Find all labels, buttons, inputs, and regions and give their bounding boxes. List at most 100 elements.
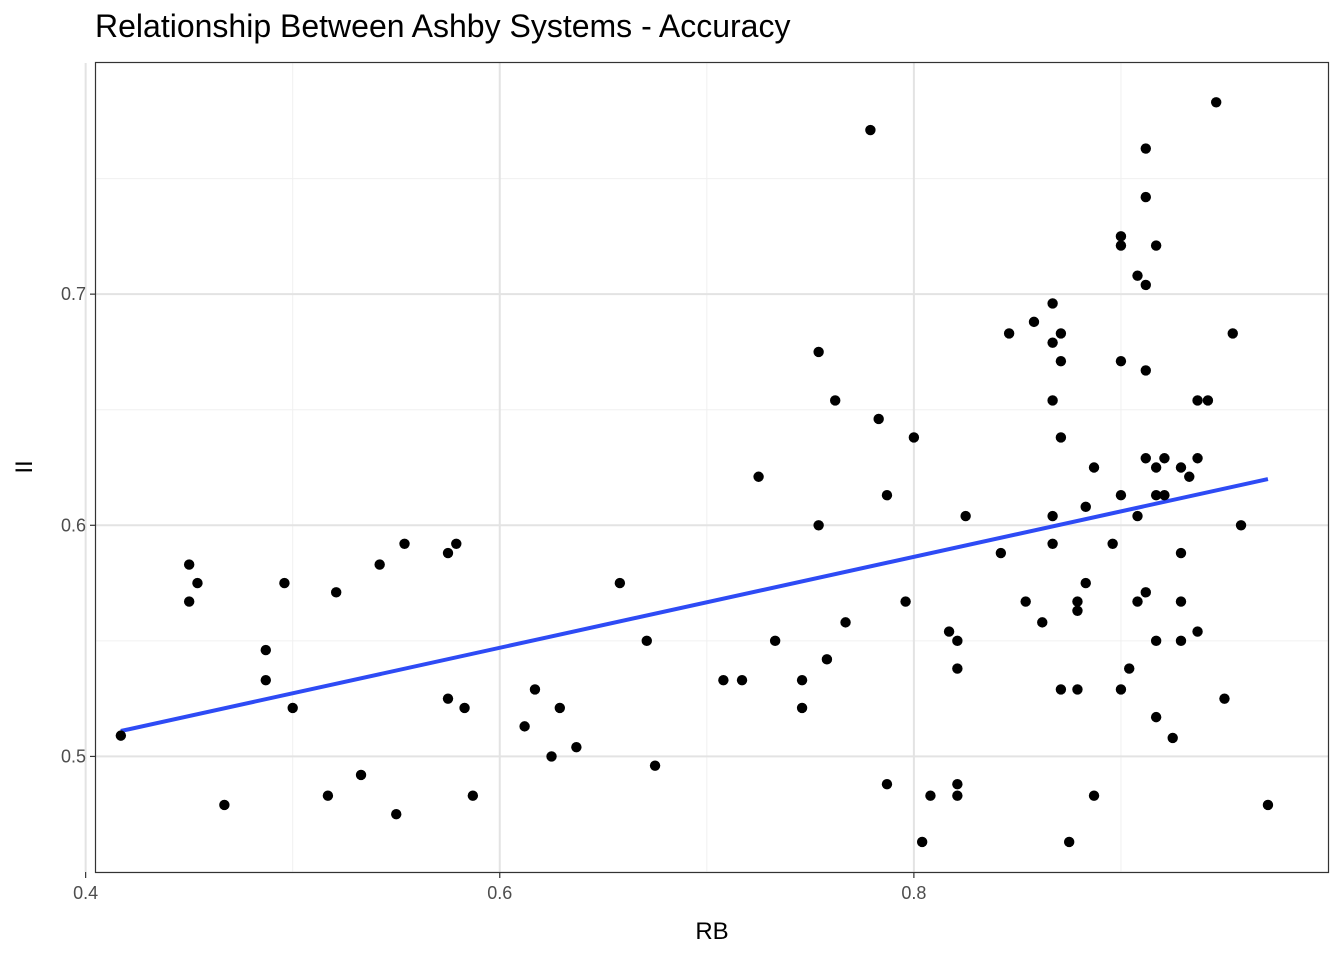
data-point: [355, 769, 367, 781]
data-point: [900, 596, 911, 607]
data-point: [1175, 635, 1187, 647]
data-point: [1150, 462, 1162, 473]
data-point: [769, 635, 781, 647]
data-point: [1175, 596, 1187, 607]
data-point: [821, 654, 833, 665]
data-points: [115, 97, 1274, 848]
data-point: [830, 395, 841, 406]
data-point: [442, 693, 454, 704]
data-point: [260, 674, 271, 686]
data-point: [960, 510, 971, 522]
data-point: [1132, 596, 1143, 607]
y-axis: 0.5 0.6 0.7: [61, 284, 96, 766]
y-tick-label: 0.7: [61, 284, 86, 304]
data-point: [649, 760, 661, 771]
data-point: [1150, 240, 1162, 251]
data-point: [399, 538, 410, 549]
data-point: [952, 663, 963, 674]
data-point: [641, 635, 652, 647]
data-point: [1192, 395, 1203, 406]
data-point: [1055, 355, 1067, 367]
data-point: [519, 721, 530, 732]
data-point: [1262, 799, 1274, 811]
data-point: [1210, 97, 1222, 108]
data-point: [1150, 635, 1162, 647]
data-point: [1020, 596, 1031, 607]
trend-line-group: [120, 477, 1269, 733]
data-point: [1132, 270, 1143, 281]
data-point: [1140, 143, 1151, 154]
y-tick-label: 0.5: [61, 746, 86, 766]
data-point: [1047, 298, 1058, 309]
data-point: [1115, 490, 1127, 501]
data-point: [459, 702, 470, 714]
data-point: [1159, 453, 1170, 464]
data-point: [1150, 490, 1162, 501]
data-point: [183, 559, 195, 570]
data-point: [115, 730, 127, 741]
data-point: [1184, 471, 1195, 482]
data-point: [718, 674, 729, 686]
y-tick-label: 0.6: [61, 515, 86, 535]
data-point: [952, 635, 963, 647]
data-point: [1167, 732, 1178, 744]
data-point: [279, 577, 290, 589]
data-point: [467, 790, 479, 801]
data-point: [1080, 501, 1091, 512]
data-point: [183, 596, 195, 607]
data-point: [881, 778, 893, 790]
x-tick-label: 0.6: [487, 883, 512, 903]
data-point: [736, 674, 748, 686]
data-point: [952, 778, 963, 790]
data-point: [1159, 490, 1170, 501]
chart-title: Relationship Between Ashby Systems - Acc…: [95, 8, 791, 44]
data-point: [1088, 462, 1100, 473]
data-point: [260, 644, 271, 656]
data-point: [442, 547, 454, 559]
data-point: [330, 587, 342, 598]
x-axis-title: RB: [695, 918, 728, 945]
data-point: [554, 702, 566, 714]
data-point: [1055, 684, 1067, 695]
x-tick-label: 0.4: [73, 883, 98, 903]
y-axis-title: II: [11, 460, 38, 473]
data-point: [1080, 577, 1091, 589]
minor-grid: [96, 63, 1328, 873]
data-point: [1003, 328, 1015, 339]
data-point: [796, 702, 808, 714]
data-point: [813, 520, 824, 531]
data-point: [322, 790, 334, 801]
trend-line: [120, 477, 1269, 733]
data-point: [1072, 605, 1083, 617]
data-point: [1175, 547, 1187, 559]
data-point: [1055, 432, 1067, 443]
data-point: [1140, 279, 1151, 291]
data-point: [614, 577, 626, 589]
data-point: [1115, 240, 1127, 251]
data-point: [925, 790, 936, 801]
data-point: [1047, 510, 1058, 522]
x-tick-label: 0.8: [901, 883, 926, 903]
data-point: [287, 702, 298, 714]
data-point: [881, 490, 893, 501]
data-point: [1088, 790, 1100, 801]
data-point: [546, 751, 557, 762]
data-point: [840, 617, 851, 628]
plot-panel-border: [94, 61, 1330, 874]
data-point: [1192, 453, 1203, 464]
data-point: [1227, 328, 1238, 339]
data-point: [908, 432, 920, 443]
major-grid: [84, 63, 1328, 872]
data-point: [219, 799, 230, 811]
data-point: [571, 741, 582, 753]
data-point: [1202, 395, 1214, 406]
data-point: [1115, 684, 1127, 695]
data-point: [1140, 365, 1151, 376]
data-point: [374, 559, 385, 570]
data-point: [1037, 617, 1048, 628]
data-point: [995, 547, 1007, 559]
data-point: [1028, 316, 1040, 328]
data-point: [1132, 510, 1143, 522]
data-point: [192, 577, 203, 589]
